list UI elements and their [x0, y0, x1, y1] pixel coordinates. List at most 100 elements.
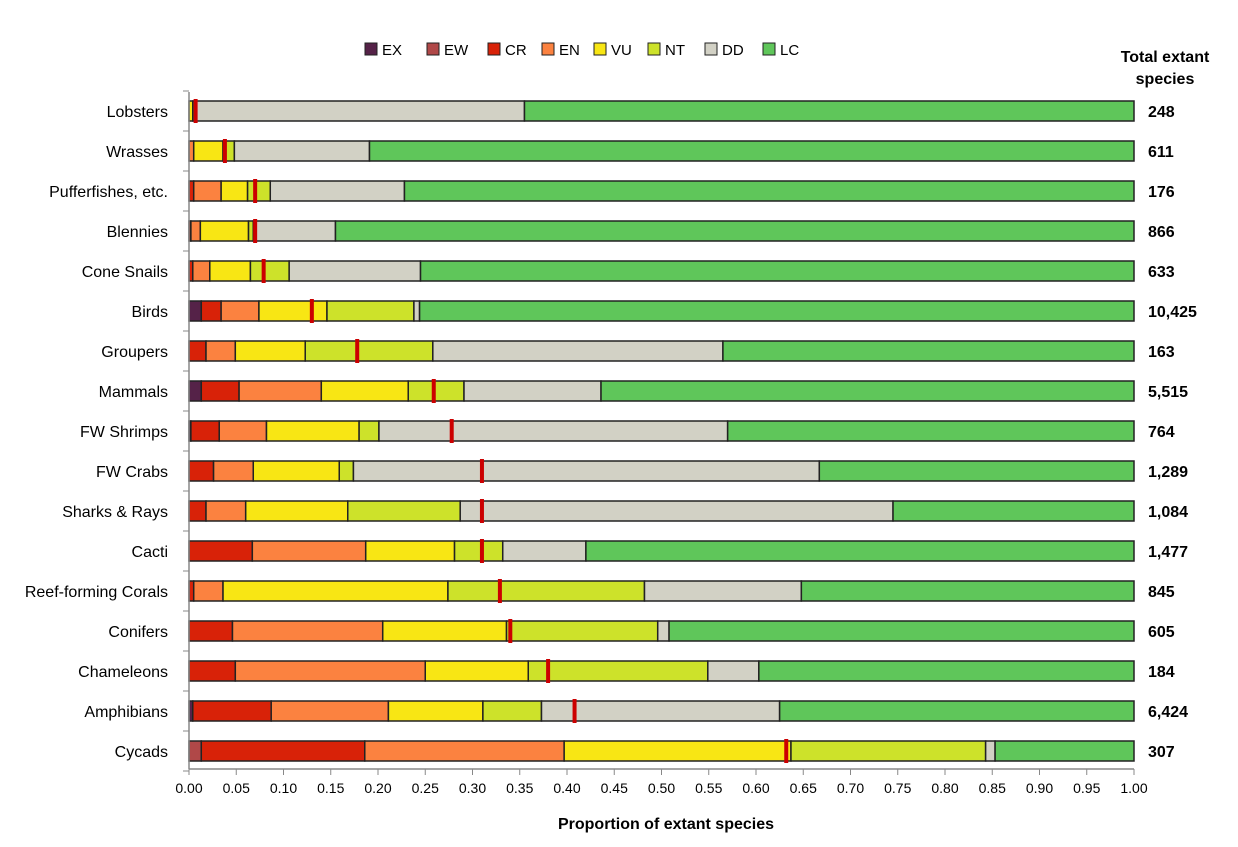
bar-segment-en [218, 420, 268, 442]
bar-segment-nt [246, 180, 272, 202]
category-label: Conifers [108, 624, 168, 641]
total-species-value: 764 [1148, 424, 1175, 441]
legend-swatch-ew [426, 42, 440, 56]
x-tick-label: 0.80 [931, 780, 958, 796]
legend: EX EW CR EN VU NT DD LC [364, 42, 799, 59]
legend-label-nt: NT [665, 42, 685, 59]
bar-segment-nt [338, 460, 355, 482]
category-label: Cacti [132, 544, 168, 561]
category-label: Blennies [107, 224, 168, 241]
bar-segment-dd [463, 380, 602, 402]
category-label: FW Crabs [96, 464, 168, 481]
bar-segment-en [238, 380, 323, 402]
bar-segment-en [251, 540, 367, 562]
bar-segment-en [231, 620, 384, 642]
best-estimate-marker [253, 219, 258, 243]
legend-swatch-lc [762, 42, 776, 56]
x-tick-label: 0.85 [979, 780, 1006, 796]
x-tick-label: 0.90 [1026, 780, 1053, 796]
best-estimate-marker [479, 459, 484, 483]
category-label: Lobsters [107, 104, 168, 121]
bar-segment-cr [200, 740, 366, 762]
total-species-value: 10,425 [1148, 304, 1197, 321]
bar-segment-ew [188, 740, 203, 762]
bar-segment-lc [403, 180, 1135, 202]
bar-segment-vu [258, 300, 328, 322]
totals-header: Total extant [1121, 49, 1210, 66]
x-tick-label: 0.95 [1073, 780, 1100, 796]
total-species-value: 1,289 [1148, 464, 1188, 481]
x-tick-label: 0.10 [270, 780, 297, 796]
category-label: Cone Snails [82, 264, 168, 281]
bar-segment-en [205, 340, 237, 362]
bar-segment-lc [419, 260, 1135, 282]
bar-segment-vu [192, 140, 224, 162]
x-tick-label: 0.05 [223, 780, 250, 796]
bar-segment-nt [790, 740, 987, 762]
category-label: Birds [132, 304, 168, 321]
bar-segment-lc [722, 340, 1135, 362]
best-estimate-marker [309, 299, 314, 323]
legend-swatch-en [541, 42, 555, 56]
bar-segment-dd [643, 580, 803, 602]
legend-swatch-ex [364, 42, 378, 56]
bar-segment-nt [249, 260, 290, 282]
bar-segment-en [234, 660, 426, 682]
bar-segment-nt [347, 500, 461, 522]
bar-segment-lc [585, 540, 1135, 562]
best-estimate-marker [253, 179, 258, 203]
best-estimate-marker [546, 659, 551, 683]
total-species-value: 163 [1148, 344, 1175, 361]
bar-segment-vu [364, 540, 456, 562]
x-axis-label: Proportion of extant species [558, 816, 774, 833]
x-tick-label: 1.00 [1120, 780, 1147, 796]
best-estimate-marker [497, 579, 502, 603]
x-tick-label: 0.75 [884, 780, 911, 796]
bar-segment-ex [188, 380, 203, 402]
bar-segment-lc [892, 500, 1135, 522]
best-estimate-marker [479, 539, 484, 563]
x-tick-label: 0.25 [412, 780, 439, 796]
total-species-value: 611 [1148, 144, 1174, 161]
legend-swatch-cr [487, 42, 501, 56]
category-label: Pufferfishes, etc. [49, 184, 168, 201]
x-tick-label: 0.35 [506, 780, 533, 796]
bar-segment-en [192, 180, 222, 202]
category-label: Chameleons [78, 664, 168, 681]
bar-segment-lc [778, 700, 1135, 722]
bar-segment-lc [994, 740, 1135, 762]
best-estimate-marker [222, 139, 227, 163]
total-species-value: 248 [1148, 104, 1175, 121]
best-estimate-marker [572, 699, 577, 723]
x-tick-label: 0.65 [790, 780, 817, 796]
bar-segment-nt [358, 420, 380, 442]
legend-label-cr: CR [505, 42, 527, 59]
total-species-value: 5,515 [1148, 384, 1188, 401]
x-tick-label: 0.45 [601, 780, 628, 796]
total-species-value: 1,477 [1148, 544, 1188, 561]
bar-segment-en [192, 260, 211, 282]
bar-segment-dd [432, 340, 724, 362]
bar-segment-dd [540, 700, 781, 722]
bar-segment-dd [984, 740, 996, 762]
bar-segment-lc [334, 220, 1135, 242]
bar-segment-nt [453, 540, 504, 562]
bar-segment-vu [222, 580, 449, 602]
bar-segment-cr [188, 340, 207, 362]
legend-swatch-nt [647, 42, 661, 56]
bar-segment-lc [758, 660, 1135, 682]
total-species-value: 866 [1148, 224, 1175, 241]
legend-label-ew: EW [444, 42, 469, 59]
total-species-value: 605 [1148, 624, 1175, 641]
bar-segment-cr [188, 620, 234, 642]
x-tick-label: 0.00 [175, 780, 202, 796]
bar-segment-dd [194, 100, 526, 122]
legend-label-dd: DD [722, 42, 744, 59]
best-estimate-marker [508, 619, 513, 643]
legend-swatch-dd [704, 42, 718, 56]
best-estimate-marker [261, 259, 266, 283]
best-estimate-marker [431, 379, 436, 403]
bar-segment-dd [352, 460, 821, 482]
bar-segment-vu [563, 740, 792, 762]
totals-header-line2: species [1136, 71, 1195, 88]
